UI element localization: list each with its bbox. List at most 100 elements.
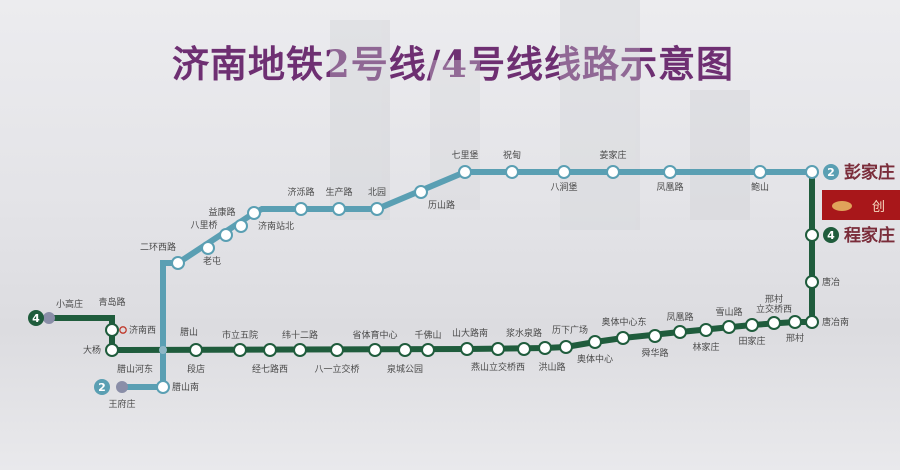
station-label: 段店 bbox=[187, 363, 205, 375]
station-label: 纬十二路 bbox=[282, 329, 318, 341]
station-marker[interactable] bbox=[398, 343, 412, 357]
station-marker[interactable] bbox=[293, 343, 307, 357]
station-marker[interactable] bbox=[517, 342, 531, 356]
terminal-label: 程家庄 bbox=[844, 225, 895, 246]
station-label: 洪山路 bbox=[538, 361, 565, 373]
station-marker[interactable] bbox=[491, 342, 505, 356]
station-marker[interactable] bbox=[189, 343, 203, 357]
station-label: 大杨 bbox=[83, 344, 101, 356]
station-marker[interactable] bbox=[663, 165, 677, 179]
terminal-label: 彭家庄 bbox=[844, 162, 895, 183]
station-marker[interactable] bbox=[233, 343, 247, 357]
station-marker[interactable] bbox=[330, 343, 344, 357]
station-marker[interactable] bbox=[294, 202, 308, 216]
station-label: 八里桥 bbox=[190, 219, 217, 231]
station-label: 祝甸 bbox=[503, 149, 521, 161]
station-marker[interactable] bbox=[588, 335, 602, 349]
station-marker[interactable] bbox=[332, 202, 346, 216]
station-label: 历下广场 bbox=[552, 324, 588, 336]
svg-text:4: 4 bbox=[32, 312, 40, 325]
station-marker[interactable] bbox=[722, 320, 736, 334]
station-label: 舜华路 bbox=[641, 347, 668, 359]
line-number: 2 bbox=[827, 166, 835, 179]
terminal-station-marker[interactable] bbox=[116, 381, 128, 393]
station-marker[interactable] bbox=[505, 165, 519, 179]
station-marker[interactable] bbox=[247, 206, 261, 220]
station-label: 奥体中心东 bbox=[601, 316, 646, 328]
station-marker[interactable] bbox=[805, 228, 819, 242]
station-marker[interactable] bbox=[201, 241, 215, 255]
logo: 创 bbox=[822, 190, 900, 220]
station-label: 千佛山 bbox=[414, 329, 441, 341]
station-marker[interactable] bbox=[538, 341, 552, 355]
station-marker[interactable] bbox=[368, 343, 382, 357]
station-label: 邢村 bbox=[786, 332, 804, 344]
map-title: 济南地铁2号线/4号线线路示意图 bbox=[172, 34, 862, 88]
station-label: 燕山立交桥西 bbox=[471, 361, 525, 373]
station-marker[interactable] bbox=[745, 318, 759, 332]
station-label: 七里堡 bbox=[451, 149, 478, 161]
station-marker[interactable] bbox=[460, 342, 474, 356]
station-marker[interactable] bbox=[753, 165, 767, 179]
station-marker[interactable] bbox=[234, 219, 248, 233]
station-label: 省体育中心 bbox=[352, 329, 397, 341]
station-label: 浆水泉路 bbox=[506, 327, 542, 339]
station-label: 二环西路 bbox=[140, 241, 176, 253]
station-label: 市立五院 bbox=[222, 329, 258, 341]
station-marker[interactable] bbox=[370, 202, 384, 216]
station-label: 生产路 bbox=[325, 186, 352, 198]
background-buildings bbox=[330, 0, 750, 230]
station-marker[interactable] bbox=[557, 165, 571, 179]
station-marker[interactable] bbox=[421, 343, 435, 357]
station-marker[interactable] bbox=[458, 165, 472, 179]
terminal-station-marker[interactable] bbox=[43, 312, 55, 324]
station-marker[interactable] bbox=[171, 256, 185, 270]
line-4-badge-icon bbox=[28, 310, 44, 326]
line-number: 4 bbox=[827, 229, 835, 242]
station-marker[interactable] bbox=[156, 380, 170, 394]
railway-station-icon bbox=[119, 326, 127, 334]
station-label: 八涧堡 bbox=[550, 181, 577, 193]
station-marker[interactable] bbox=[219, 228, 233, 242]
station-label: 雪山路 bbox=[715, 306, 742, 318]
line-2-badge-icon bbox=[823, 164, 839, 180]
station-marker[interactable] bbox=[805, 165, 819, 179]
station-marker[interactable] bbox=[648, 329, 662, 343]
station-label: 鲍山 bbox=[751, 181, 769, 193]
svg-text:2: 2 bbox=[98, 381, 106, 394]
station-label: 腊山 bbox=[180, 327, 198, 338]
station-label: 山大路南 bbox=[452, 327, 488, 339]
station-marker[interactable] bbox=[673, 325, 687, 339]
station-label: 凤凰路 bbox=[656, 181, 683, 193]
station-label: 奥体中心 bbox=[577, 353, 613, 365]
station-label: 经七路西 bbox=[252, 363, 288, 375]
station-marker[interactable] bbox=[414, 185, 428, 199]
station-label: 林家庄 bbox=[692, 341, 719, 353]
station-marker[interactable] bbox=[105, 323, 119, 337]
station-label: 青岛路 bbox=[98, 296, 125, 308]
station-label: 田家庄 bbox=[738, 335, 765, 347]
station-label: 泉城公园 bbox=[387, 363, 423, 375]
station-label: 姜家庄 bbox=[599, 149, 626, 161]
station-label: 唐冶南 bbox=[822, 316, 849, 328]
station-marker[interactable] bbox=[105, 343, 119, 357]
station-marker[interactable] bbox=[805, 275, 819, 289]
station-label: 益康路 bbox=[208, 206, 235, 218]
line-4-badge-icon bbox=[823, 227, 839, 243]
station-marker[interactable] bbox=[699, 323, 713, 337]
station-marker[interactable] bbox=[606, 165, 620, 179]
interchange-station-marker[interactable] bbox=[159, 346, 167, 354]
station-label: 小高庄 bbox=[56, 298, 83, 310]
station-label: 凤凰路 bbox=[666, 311, 693, 323]
station-marker[interactable] bbox=[805, 315, 819, 329]
station-label: 腊山河东 bbox=[117, 363, 153, 375]
svg-text:创: 创 bbox=[872, 200, 885, 215]
station-label: 邢村 bbox=[765, 293, 783, 305]
station-marker[interactable] bbox=[767, 316, 781, 330]
station-marker[interactable] bbox=[263, 343, 277, 357]
station-marker[interactable] bbox=[559, 340, 573, 354]
station-marker[interactable] bbox=[788, 315, 802, 329]
station-label: 八一立交桥 bbox=[314, 363, 359, 375]
station-marker[interactable] bbox=[616, 331, 630, 345]
